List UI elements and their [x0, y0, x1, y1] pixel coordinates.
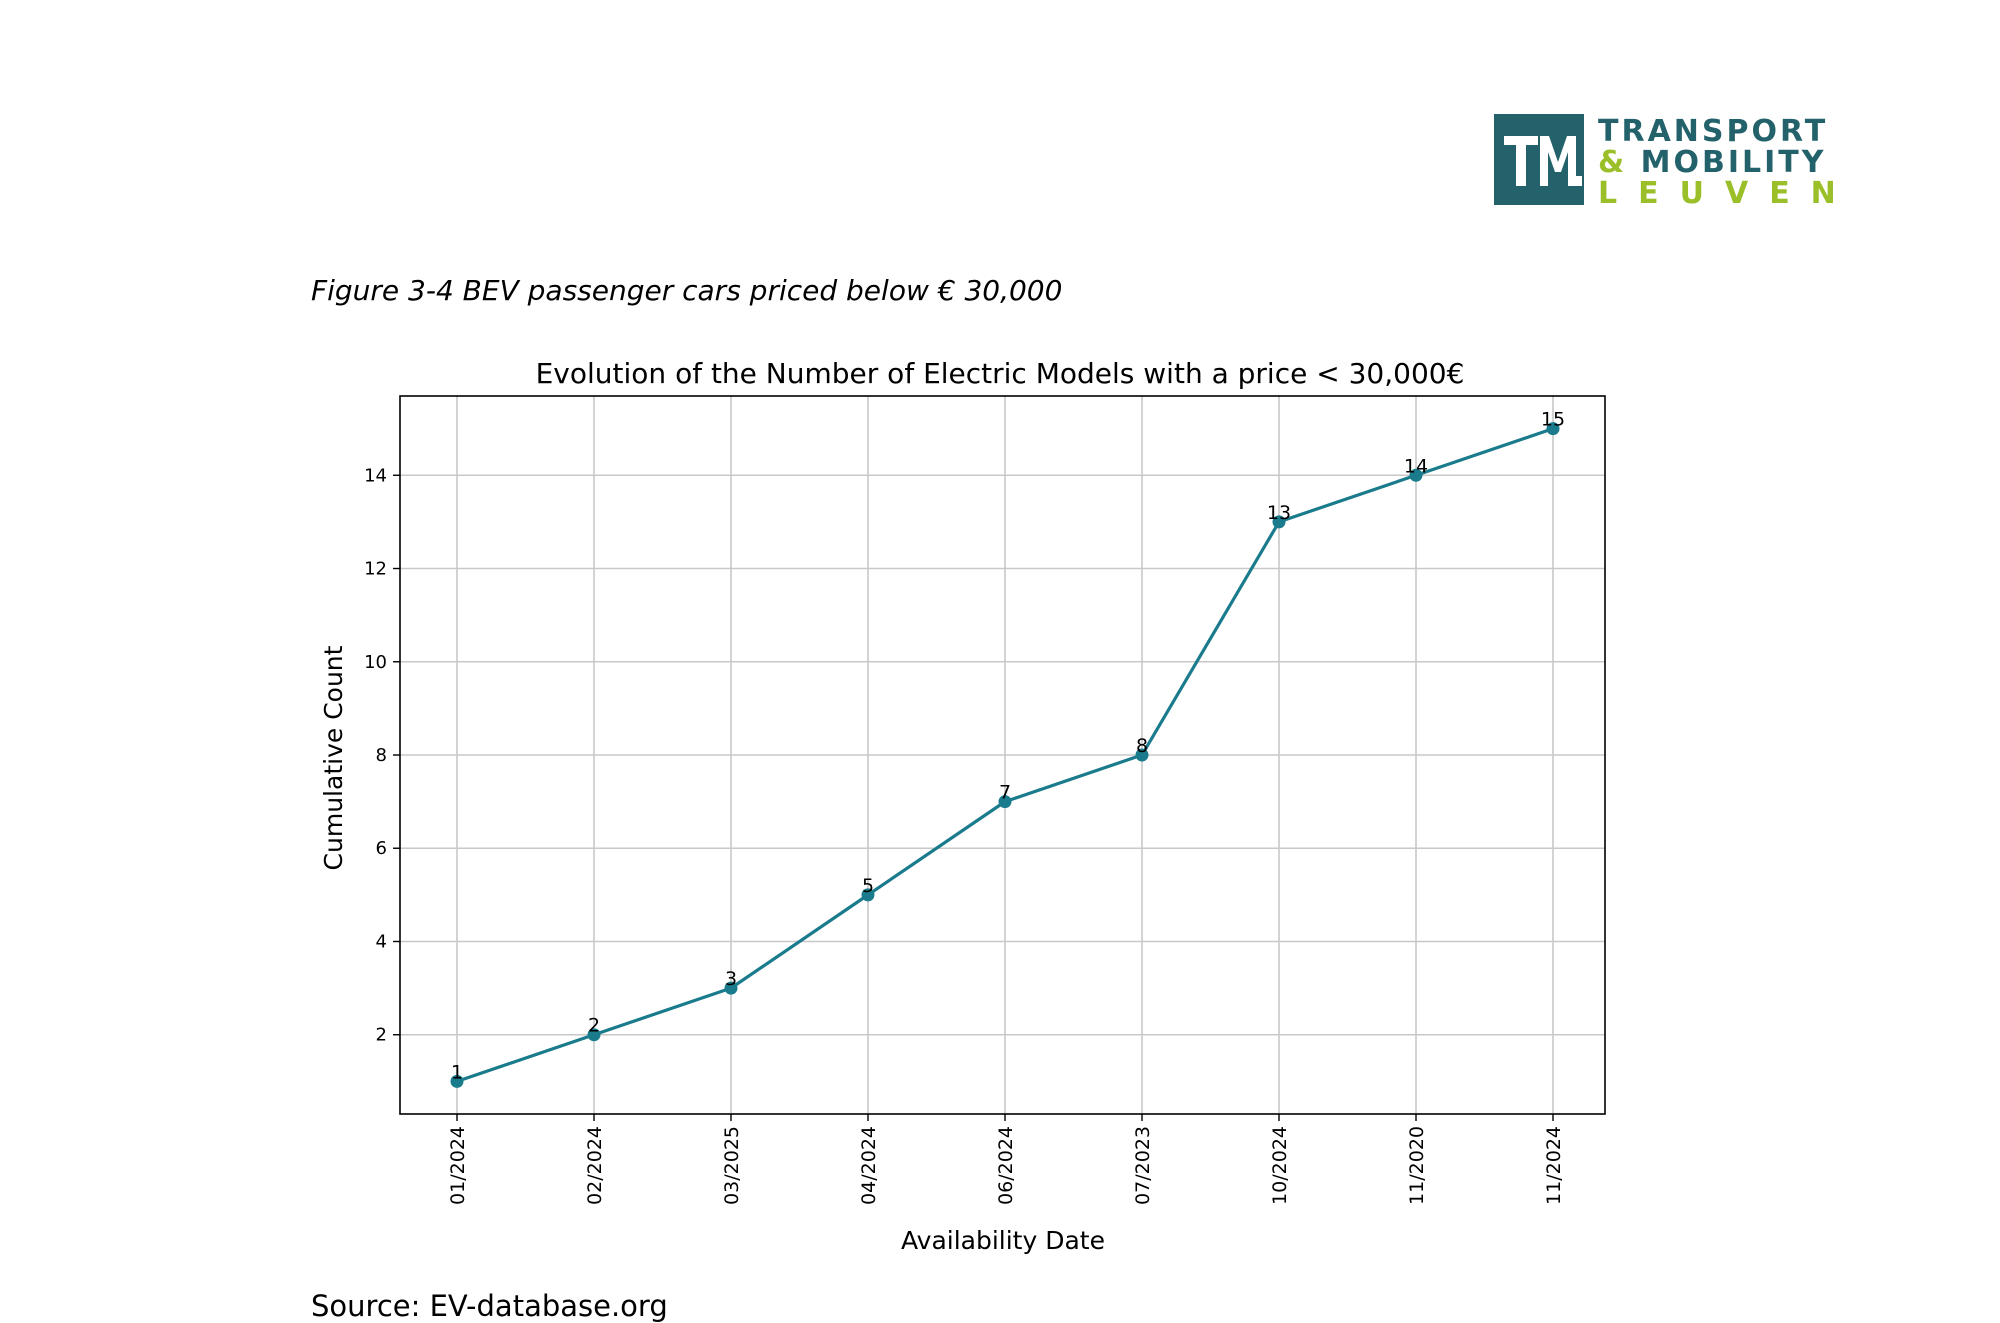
data-point-marker [1409, 468, 1423, 482]
data-markers [450, 422, 1560, 1088]
data-point-marker [587, 1028, 601, 1042]
source-note: Source: EV-database.org [311, 1289, 668, 1323]
x-axis-label: Availability Date [901, 1226, 1105, 1255]
x-tick-label: 11/2020 [1406, 1126, 1428, 1205]
data-point-label: 5 [862, 875, 874, 897]
y-tick-label: 4 [376, 931, 387, 952]
data-point-label: 3 [725, 968, 737, 990]
logo-mobility-word: MOBILITY [1640, 145, 1827, 180]
x-tick-label: 06/2024 [995, 1126, 1017, 1205]
grid-lines [400, 396, 1605, 1114]
logo-line-mobility: & MOBILITY [1598, 147, 1857, 178]
data-point-marker [1546, 422, 1560, 436]
data-point-label: 7 [999, 782, 1011, 804]
data-point-label: 13 [1267, 502, 1291, 524]
y-axis-ticks: 2 4 6 8 10 12 14 [364, 465, 400, 1046]
tml-logo-mark [1494, 114, 1584, 205]
y-tick-label: 14 [364, 465, 387, 486]
x-tick-label: 11/2024 [1543, 1126, 1565, 1205]
figure-caption: Figure 3-4 BEV passenger cars priced bel… [311, 274, 1063, 307]
y-tick-label: 12 [364, 559, 387, 580]
data-point-marker [1272, 515, 1286, 529]
y-axis-label: Cumulative Count [319, 645, 348, 870]
data-point-marker [998, 795, 1012, 809]
data-point-label: 15 [1541, 409, 1565, 431]
data-point-label: 8 [1136, 735, 1148, 757]
y-tick-label: 10 [364, 652, 387, 673]
logo-wordmark: TRANSPORT & MOBILITY LEUVEN [1598, 116, 1857, 209]
y-tick-label: 6 [376, 838, 387, 859]
x-axis-ticks: 01/2024 02/2024 03/2025 04/2024 06/2024 07/20… [447, 1114, 1565, 1205]
x-tick-label: 10/2024 [1269, 1126, 1291, 1205]
logo-ampersand: & [1598, 145, 1628, 180]
x-tick-label: 07/2023 [1132, 1126, 1154, 1205]
data-point-marker [450, 1074, 464, 1088]
logo-line-transport: TRANSPORT [1598, 114, 1829, 149]
data-point-marker [1135, 748, 1149, 762]
chart-title: Evolution of the Number of Electric Mode… [536, 357, 1465, 390]
logo-line-leuven: LEUVEN [1598, 176, 1857, 211]
x-tick-label: 04/2024 [858, 1126, 880, 1205]
data-point-label: 1 [451, 1061, 463, 1083]
data-point-label: 2 [588, 1015, 600, 1037]
x-tick-label: 03/2025 [721, 1126, 743, 1205]
data-point-marker [861, 888, 875, 902]
y-tick-label: 8 [376, 745, 387, 766]
data-labels: 1 2 3 5 7 8 13 14 15 [451, 409, 1565, 1084]
y-tick-label: 2 [376, 1025, 387, 1046]
tml-logo: TRANSPORT & MOBILITY LEUVEN [1494, 114, 1854, 214]
data-point-marker [724, 981, 738, 995]
data-point-label: 14 [1404, 455, 1428, 477]
x-tick-label: 02/2024 [584, 1126, 606, 1205]
x-tick-label: 01/2024 [447, 1126, 469, 1205]
logo-mark-letters [1504, 136, 1582, 186]
